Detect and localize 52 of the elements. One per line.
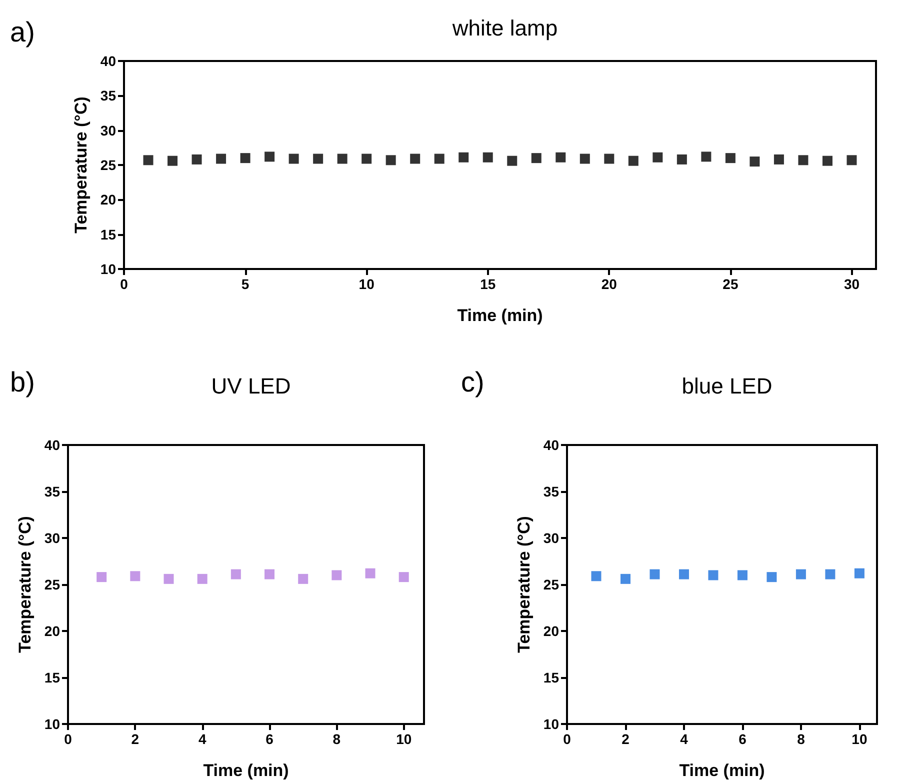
x-tick-label: 20 (601, 276, 618, 292)
x-tick-label: 2 (131, 731, 140, 747)
x-tick-label: 6 (266, 731, 274, 747)
text: b) (10, 366, 35, 398)
y-tick-label: 20 (543, 623, 560, 639)
y-tick-label: 35 (543, 484, 560, 500)
x-tick-label: 8 (332, 731, 341, 747)
x-tick-label: 4 (198, 731, 206, 747)
x-tick-label: 0 (563, 731, 572, 747)
text: c) (461, 366, 484, 398)
x-tick-label: 5 (241, 276, 250, 292)
y-tick-label: 40 (44, 437, 60, 453)
y-tick-label: 15 (543, 670, 560, 686)
y-tick-label: 25 (543, 576, 560, 592)
x-tick-label: 2 (622, 731, 630, 747)
x-tick-label: 25 (722, 276, 738, 292)
y-tick-label: 10 (543, 716, 560, 732)
y-tick-label: 25 (44, 576, 60, 592)
y-tick-label: 15 (100, 226, 116, 242)
y-tick-label: 30 (44, 530, 60, 546)
chart-title: white lamp (451, 16, 558, 40)
x-axis-title: Time (min) (203, 761, 289, 780)
x-axis-title: Time (min) (457, 306, 543, 325)
x-tick-label: 8 (797, 731, 806, 747)
x-tick-label: 10 (358, 276, 375, 292)
x-tick-label: 4 (680, 731, 688, 747)
x-tick-label: 10 (396, 731, 412, 747)
y-tick-label: 20 (100, 192, 116, 208)
x-tick-label: 6 (738, 731, 747, 747)
text: a) (10, 16, 35, 48)
y-tick-label: 10 (44, 716, 60, 732)
y-tick-label: 40 (543, 437, 560, 453)
y-tick-label: 35 (44, 484, 60, 500)
y-tick-label: 15 (44, 670, 60, 686)
y-tick-label: 10 (100, 261, 116, 277)
y-tick-label: 25 (100, 157, 116, 173)
chart-title: UV LED (211, 374, 291, 398)
x-tick-label: 10 (852, 731, 868, 747)
x-axis-title: Time (min) (679, 761, 765, 780)
chart-title: blue LED (682, 374, 772, 398)
y-axis-title: Temperature (°C) (16, 516, 35, 653)
x-tick-label: 30 (844, 276, 860, 292)
y-tick-label: 40 (100, 53, 116, 69)
y-axis-title: Temperature (°C) (72, 96, 91, 234)
x-tick-label: 0 (120, 276, 128, 292)
y-axis-title: Temperature (°C) (514, 516, 534, 653)
y-tick-label: 20 (44, 623, 60, 639)
x-tick-label: 15 (480, 276, 496, 292)
y-tick-label: 35 (100, 88, 116, 104)
y-tick-label: 30 (543, 530, 560, 546)
y-tick-label: 30 (100, 122, 116, 138)
x-tick-label: 0 (64, 731, 72, 747)
